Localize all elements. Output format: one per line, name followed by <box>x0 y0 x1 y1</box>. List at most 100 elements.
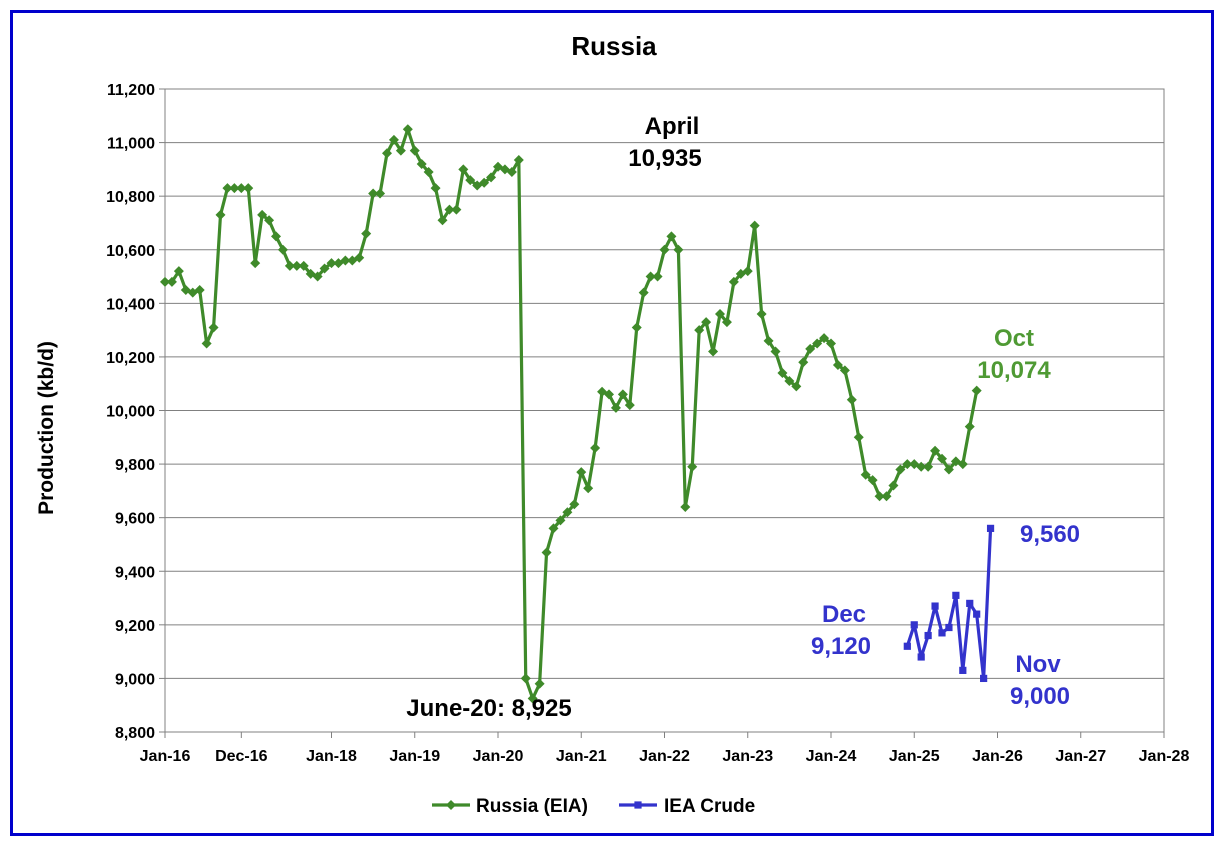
y-tick-label: 8,800 <box>115 725 155 742</box>
data-point <box>652 271 663 282</box>
x-tick-label: Jan-28 <box>1139 748 1190 765</box>
x-tick-label: Jan-22 <box>639 748 690 765</box>
data-point <box>326 258 337 269</box>
data-point <box>860 469 871 480</box>
data-point <box>938 629 946 637</box>
annotation-label: 10,935 <box>628 145 701 172</box>
data-point <box>257 209 268 220</box>
data-point <box>160 276 170 287</box>
data-point <box>902 459 913 470</box>
legend-label: IEA Crude <box>664 796 755 817</box>
data-point <box>874 491 885 502</box>
data-point <box>973 610 981 618</box>
data-point <box>694 325 705 336</box>
annotation-label: June-20: 8,925 <box>406 695 571 722</box>
data-point <box>888 480 899 491</box>
data-point <box>728 276 739 287</box>
data-point <box>215 209 226 220</box>
x-tick-label: Jan-18 <box>306 748 357 765</box>
data-point <box>923 461 934 472</box>
data-point <box>819 333 830 344</box>
y-tick-label: 10,400 <box>106 296 155 313</box>
data-point <box>645 271 656 282</box>
data-point <box>243 183 254 194</box>
data-point <box>943 464 954 475</box>
data-point <box>846 394 857 405</box>
data-point <box>173 266 184 277</box>
data-point <box>924 631 932 640</box>
data-point <box>409 145 420 156</box>
legend-label: Russia (EIA) <box>476 796 588 817</box>
y-tick-label: 10,200 <box>106 350 155 367</box>
legend: Russia (EIA) IEA Crude <box>432 796 755 817</box>
data-point <box>520 673 531 684</box>
data-point <box>534 678 545 689</box>
data-point <box>931 602 939 610</box>
data-point <box>569 499 580 510</box>
x-tick-label: Jan-27 <box>1055 748 1106 765</box>
x-axis-ticks: Jan-16 Dec-16 Jan-18 Jan-19 Jan-20 Jan-21 Jan-… <box>140 732 1190 765</box>
data-point <box>451 204 462 215</box>
data-point <box>291 260 302 271</box>
data-point <box>312 271 323 282</box>
data-point <box>964 421 975 432</box>
data-point <box>506 167 517 178</box>
data-point <box>513 154 524 165</box>
data-point <box>395 145 406 156</box>
data-point <box>959 666 967 674</box>
data-point <box>479 177 490 188</box>
y-tick-label: 9,200 <box>115 618 155 635</box>
data-point <box>208 322 219 333</box>
series-layer <box>160 124 995 704</box>
data-point <box>638 287 649 298</box>
data-point <box>319 263 330 274</box>
data-point <box>881 491 892 502</box>
data-point <box>687 461 698 472</box>
y-tick-label: 9,000 <box>115 671 155 688</box>
data-point <box>916 461 927 472</box>
legend-marker <box>446 800 456 810</box>
data-point <box>930 445 941 456</box>
data-point <box>222 183 233 194</box>
annotation-label: Nov <box>1015 651 1061 678</box>
data-point <box>867 475 878 486</box>
data-point <box>617 389 628 400</box>
data-point <box>624 400 635 411</box>
data-point <box>763 335 774 346</box>
data-point <box>715 309 725 320</box>
data-point <box>382 148 392 159</box>
data-point <box>805 343 816 354</box>
data-point <box>583 483 594 494</box>
y-tick-label: 10,600 <box>106 243 155 260</box>
data-point <box>548 523 559 534</box>
data-point <box>430 183 441 194</box>
data-point <box>952 591 960 599</box>
annotation-label: Dec <box>822 601 866 628</box>
data-point <box>375 188 386 199</box>
data-point <box>527 693 538 704</box>
data-point <box>437 215 448 226</box>
data-point <box>895 464 906 475</box>
data-point <box>229 183 240 194</box>
data-point <box>486 172 497 183</box>
y-axis-ticks: 8,800 9,000 9,200 9,400 9,600 9,800 10,000 10,2… <box>106 82 165 742</box>
data-point <box>402 124 413 135</box>
annotation-label: April <box>645 113 700 140</box>
data-point <box>361 228 372 239</box>
series-iea-crude <box>903 524 995 683</box>
data-point <box>666 231 677 242</box>
data-point <box>832 359 843 370</box>
data-point <box>194 284 205 295</box>
x-tick-label: Jan-23 <box>722 748 773 765</box>
y-tick-label: 9,400 <box>115 564 155 581</box>
data-point <box>388 134 399 145</box>
data-point <box>340 255 351 266</box>
data-point <box>910 621 918 629</box>
data-point <box>166 276 177 287</box>
y-tick-label: 9,600 <box>115 511 155 528</box>
data-point <box>555 515 566 526</box>
y-tick-label: 11,200 <box>107 82 155 99</box>
chart-title: Russia <box>571 31 657 61</box>
data-point <box>604 389 614 400</box>
